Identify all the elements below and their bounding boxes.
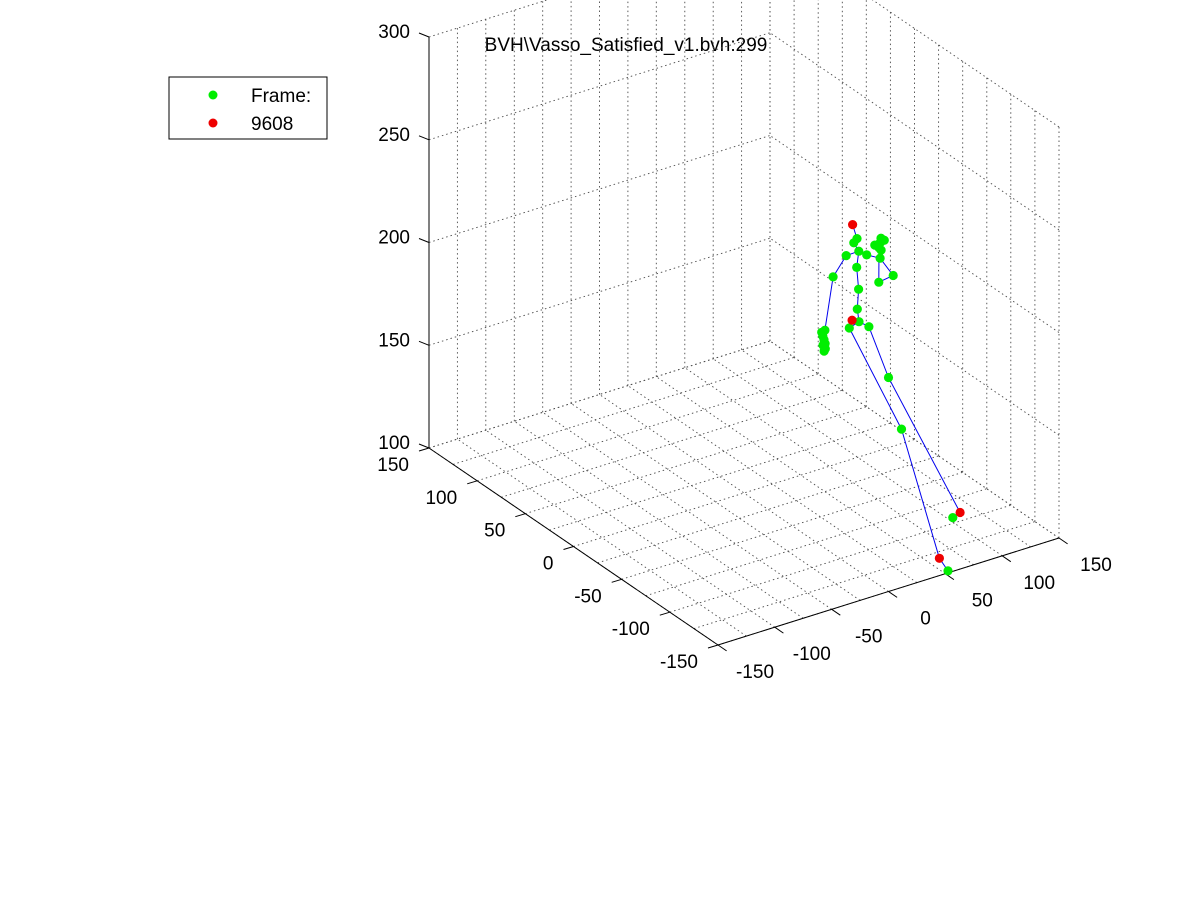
joint-marker [874, 277, 884, 287]
gridline-backwall-z [428, 32, 771, 141]
y-tick-mark [467, 480, 478, 485]
skeleton-bone [848, 327, 902, 430]
joint-marker [852, 262, 862, 272]
joint-marker [852, 234, 862, 244]
z-tick-mark [418, 443, 430, 449]
skeleton-bone [868, 326, 889, 378]
x-tick-mark [831, 608, 841, 616]
chart-title: BVH\Vasso_Satisfied_v1.bvh:299 [485, 35, 768, 56]
y-tick-mark [418, 447, 430, 452]
grid-layer [428, 0, 1060, 646]
legend-label-frame: Frame: [251, 86, 311, 107]
gridline-floor-y [452, 356, 795, 465]
joint-marker [854, 284, 864, 294]
z-tick-label: 300 [378, 22, 410, 43]
legend-marker-frame [208, 90, 218, 100]
joint-layer [817, 220, 965, 576]
joint-marker [875, 253, 885, 263]
gridline-backwall-z [428, 0, 549, 38]
axis-layer: -150-100-50050100150150100500-50-100-150… [377, 22, 1112, 683]
x-tick-mark [774, 626, 784, 634]
x-tick-label: 100 [1023, 573, 1055, 594]
gridline-backwall-z [428, 135, 771, 243]
y-tick-label: 50 [484, 521, 505, 542]
x-tick-label: 50 [972, 591, 993, 612]
x-tick-mark [1058, 537, 1068, 545]
joint-end-marker [955, 507, 965, 518]
y-tick-mark [515, 513, 526, 518]
joint-marker [862, 250, 872, 260]
x-tick-label: 0 [920, 609, 931, 630]
y-tick-label: -100 [612, 619, 650, 640]
joint-marker [844, 323, 854, 333]
x-tick-mark [1001, 555, 1012, 563]
joint-marker [896, 424, 907, 434]
gridline-floor-y [645, 488, 987, 597]
skeleton-bone [824, 276, 834, 331]
x-tick-mark [888, 591, 898, 598]
gridline-floor-y [501, 389, 843, 498]
gridline-floor-y [549, 422, 891, 531]
skeleton-bone [901, 428, 940, 559]
z-tick-mark [418, 238, 430, 243]
x-tick-label: -100 [793, 644, 831, 665]
z-tick-label: 200 [378, 228, 410, 249]
joint-marker [819, 346, 829, 356]
joint-marker [828, 272, 838, 282]
z-tick-label: 150 [378, 330, 410, 351]
z-tick-mark [418, 135, 430, 141]
y-tick-label: -150 [660, 652, 698, 673]
gridline-floor-y [573, 439, 915, 547]
z-tick-label: 250 [378, 125, 410, 146]
y-tick-label: 100 [425, 488, 457, 509]
z-tick-label: 100 [378, 433, 410, 454]
y-tick-mark [707, 644, 719, 649]
joint-marker [854, 246, 864, 256]
joint-end-marker [934, 553, 945, 563]
y-tick-mark [563, 546, 574, 550]
joint-marker [841, 251, 851, 261]
gridline-floor-y [597, 455, 939, 564]
y-tick-label: -50 [574, 586, 601, 607]
z-tick-mark [418, 340, 430, 346]
legend: Frame: 9608 [168, 76, 328, 140]
joint-marker [888, 270, 898, 281]
legend-label-9608: 9608 [251, 114, 293, 135]
joint-marker [948, 513, 958, 523]
x-tick-mark [717, 644, 727, 652]
joint-marker [852, 304, 862, 314]
x-tick-label: -150 [736, 662, 774, 683]
joint-end-marker [847, 315, 857, 325]
y-tick-mark [611, 578, 622, 583]
joint-marker [883, 372, 894, 383]
gridline-floor-y [477, 373, 819, 482]
y-tick-label: 0 [543, 554, 554, 575]
gridline-floor-y [621, 471, 963, 580]
gridline-floor-y [525, 406, 867, 515]
x-tick-label: -50 [855, 626, 882, 647]
gridline-backwall-z [428, 340, 771, 449]
joint-marker [943, 566, 953, 576]
skeleton-bone [888, 377, 961, 513]
gridline-floor-y [693, 521, 1036, 630]
joint-marker [879, 235, 889, 245]
z-tick-mark [418, 32, 430, 38]
legend-box [168, 76, 328, 140]
legend-marker-9608 [208, 118, 218, 128]
joint-marker [854, 317, 864, 327]
gridline-floor-y [669, 504, 1011, 613]
joint-marker [864, 322, 874, 332]
y-tick-label: 150 [377, 455, 409, 476]
x-tick-label: 150 [1080, 555, 1112, 576]
gridline-backwall-z [428, 237, 771, 346]
y-tick-mark [659, 611, 670, 616]
joint-end-marker [848, 220, 858, 230]
